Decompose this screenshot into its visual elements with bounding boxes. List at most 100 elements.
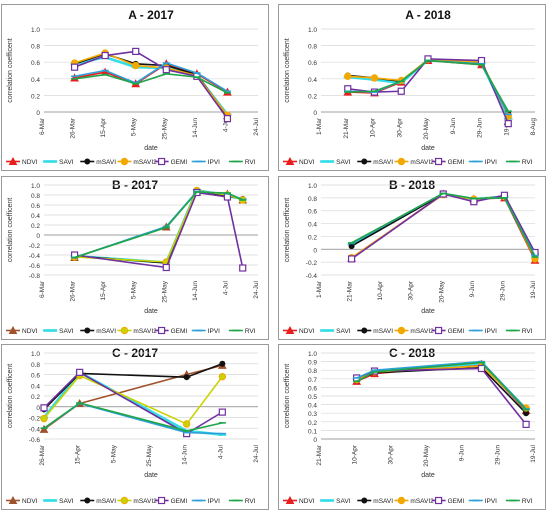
legend-item-savi: SAVI <box>43 159 74 166</box>
legend-item-gemi: GEMI <box>431 496 465 505</box>
series-line <box>356 361 527 411</box>
chart-panel-3: B - 2017 -0.8 -0.6 -0.4 -0.2 0 0.2 0.4 0.6 0.8 1.0… <box>1 176 269 340</box>
y-axis-label: correlation coefficent <box>7 364 14 429</box>
x-axis-label: date <box>144 308 158 315</box>
legend-label: mSAVI <box>96 328 116 335</box>
series-line <box>351 192 536 258</box>
legend-item-rvi: RVI <box>228 328 256 335</box>
marker-msavi2 <box>397 496 406 505</box>
legend-item-rvi: RVI <box>228 498 256 505</box>
legend-label: IPVI <box>208 498 220 505</box>
x-axis-label: date <box>144 145 158 152</box>
marker-gemi <box>157 157 166 166</box>
y-tick-label: 0 <box>36 405 40 412</box>
x-tick-label: 19-Jul <box>530 444 537 462</box>
legend-label: SAVI <box>59 159 74 166</box>
y-axis-label: correlation coefficent <box>7 198 14 263</box>
series-line <box>43 371 223 435</box>
series-line <box>74 50 229 120</box>
chart-svg: C - 2017-0.6-0.4-0.200.20.40.60.81.026-M… <box>6 346 260 505</box>
marker-ndvi <box>8 495 18 504</box>
series-msavi <box>344 56 512 117</box>
legend-item-savi: SAVI <box>43 498 74 505</box>
legend-item-ndvi: NDVI <box>283 495 315 505</box>
legend-label: mSAVI2 <box>410 159 434 166</box>
legend-item-rvi: RVI <box>505 159 533 166</box>
chart-panel-1: A - 2017 0 0.2 0.4 0.6 0.8 1.0 6-Mar 26-Mar 15-Ap… <box>1 4 269 171</box>
marker-msavi <box>183 374 190 381</box>
marker-msavi <box>361 497 368 504</box>
y-tick-label: 0.4 <box>31 383 40 390</box>
legend-label: GEMI <box>448 498 465 505</box>
legend-item-msavi2: mSAVI2 <box>117 496 157 505</box>
y-tick-label: 0.8 <box>308 196 317 203</box>
marker-msavi2 <box>370 74 379 82</box>
legend-item-gemi: GEMI <box>154 157 188 166</box>
series-msavi2 <box>347 190 539 263</box>
marker-msavi2 <box>182 420 191 428</box>
series-rvi <box>348 192 539 258</box>
y-axis-label: correlation coefficent <box>284 198 291 263</box>
legend-item-ndvi: NDVI <box>283 325 315 335</box>
x-tick-label: 15-Apr <box>100 117 107 137</box>
x-tick-label: 14-Jun <box>182 445 189 465</box>
legend-item-msavi2: mSAVI2 <box>394 157 434 166</box>
x-tick-label: 9-Jun <box>450 118 457 135</box>
legend-label: mSAVI2 <box>410 328 434 335</box>
series-rvi <box>71 191 247 259</box>
y-tick-label: 0.1 <box>308 428 317 435</box>
y-tick-label: 0.6 <box>31 60 40 67</box>
y-tick-label: 0.4 <box>31 213 40 220</box>
legend-label: mSAVI <box>373 498 393 505</box>
chart-panel-2: A - 2018 0 0.2 0.4 0.6 0.8 1.0 1-Mar 21-Mar 10-Ap… <box>278 4 546 171</box>
series-savi <box>347 192 539 256</box>
y-tick-label: 1.0 <box>31 351 40 358</box>
legend-label: GEMI <box>171 159 188 166</box>
x-tick-label: 21-Mar <box>316 444 323 465</box>
marker-msavi <box>84 327 91 334</box>
chart-panel-4: B - 2018 -0.4 -0.2 0 0.2 0.4 0.6 0.8 1.0 1-Mar 21-… <box>278 176 546 340</box>
legend-item-msavi: mSAVI <box>357 158 393 166</box>
x-axis-label: date <box>421 308 435 315</box>
legend-item-msavi: mSAVI <box>80 497 116 505</box>
legend: NDVI SAVI mSAVI mSAVI2 GEMI IPVI RVI <box>6 156 256 166</box>
legend-label: mSAVI2 <box>133 159 157 166</box>
legend-label: NDVI <box>299 328 315 335</box>
y-tick-label: -0.8 <box>29 273 41 280</box>
legend-label: mSAVI2 <box>133 498 157 505</box>
legend-label: mSAVI <box>96 159 116 166</box>
marker-msavi2 <box>120 326 129 335</box>
marker-msavi <box>523 410 530 417</box>
x-tick-label: 21-Mar <box>343 117 350 138</box>
y-tick-label: 0 <box>313 247 317 254</box>
legend-label: RVI <box>245 328 256 335</box>
y-tick-label: 0.2 <box>31 223 40 230</box>
legend-item-rvi: RVI <box>505 328 533 335</box>
marker-gemi <box>76 368 84 376</box>
series-gemi <box>353 364 530 428</box>
series-gemi <box>70 47 232 123</box>
x-tick-label: 26-Mar <box>39 444 46 465</box>
x-tick-label: 19-Jul <box>530 280 537 298</box>
y-tick-label: 0.9 <box>308 360 317 367</box>
y-tick-label: 0.2 <box>31 93 40 100</box>
legend-label: GEMI <box>448 159 465 166</box>
series-line <box>74 188 243 264</box>
y-tick-label: 0 <box>313 437 317 444</box>
y-tick-label: 1.0 <box>31 27 40 34</box>
chart-title: A - 2018 <box>405 8 451 22</box>
y-tick-label: 1.0 <box>31 183 40 190</box>
y-tick-label: 0.6 <box>308 60 317 67</box>
x-tick-label: 6-Mar <box>39 280 46 298</box>
series-gemi <box>347 190 539 263</box>
legend-item-rvi: RVI <box>228 159 256 166</box>
marker-msavi <box>361 158 368 165</box>
legend-label: mSAVI <box>96 498 116 505</box>
legend-label: NDVI <box>22 328 38 335</box>
x-tick-label: 26-Mar <box>70 280 77 301</box>
marker-gemi <box>434 326 443 335</box>
y-tick-label: -0.6 <box>29 437 41 444</box>
marker-ndvi <box>285 495 295 504</box>
legend: NDVI SAVI mSAVI mSAVI2 GEMI IPVI RVI <box>283 156 533 166</box>
x-tick-label: 30-Apr <box>387 444 394 464</box>
